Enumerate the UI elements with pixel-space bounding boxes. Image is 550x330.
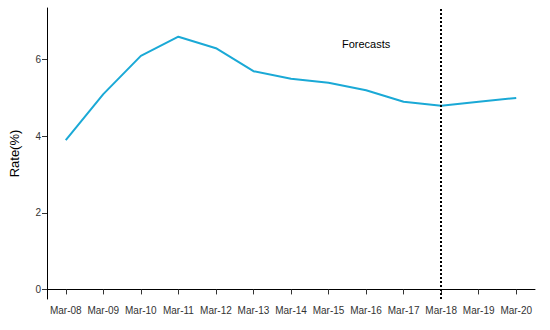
svg-text:Mar-19: Mar-19 <box>463 305 495 316</box>
svg-text:Mar-14: Mar-14 <box>275 305 307 316</box>
svg-text:Mar-11: Mar-11 <box>163 305 194 316</box>
svg-text:Mar-08: Mar-08 <box>50 305 82 316</box>
svg-text:Mar-13: Mar-13 <box>238 305 270 316</box>
svg-text:Mar-20: Mar-20 <box>500 305 532 316</box>
svg-text:0: 0 <box>35 284 41 295</box>
svg-text:Mar-18: Mar-18 <box>425 305 457 316</box>
svg-text:Forecasts: Forecasts <box>342 38 391 50</box>
svg-text:6: 6 <box>35 54 41 65</box>
svg-text:Rate(%): Rate(%) <box>7 130 22 178</box>
svg-text:Mar-12: Mar-12 <box>200 305 232 316</box>
svg-text:2: 2 <box>35 207 41 218</box>
svg-text:Mar-10: Mar-10 <box>125 305 157 316</box>
svg-text:Mar-17: Mar-17 <box>388 305 420 316</box>
svg-text:Mar-15: Mar-15 <box>313 305 345 316</box>
svg-text:Mar-09: Mar-09 <box>87 305 119 316</box>
svg-text:Mar-16: Mar-16 <box>350 305 382 316</box>
svg-text:4: 4 <box>35 131 41 142</box>
